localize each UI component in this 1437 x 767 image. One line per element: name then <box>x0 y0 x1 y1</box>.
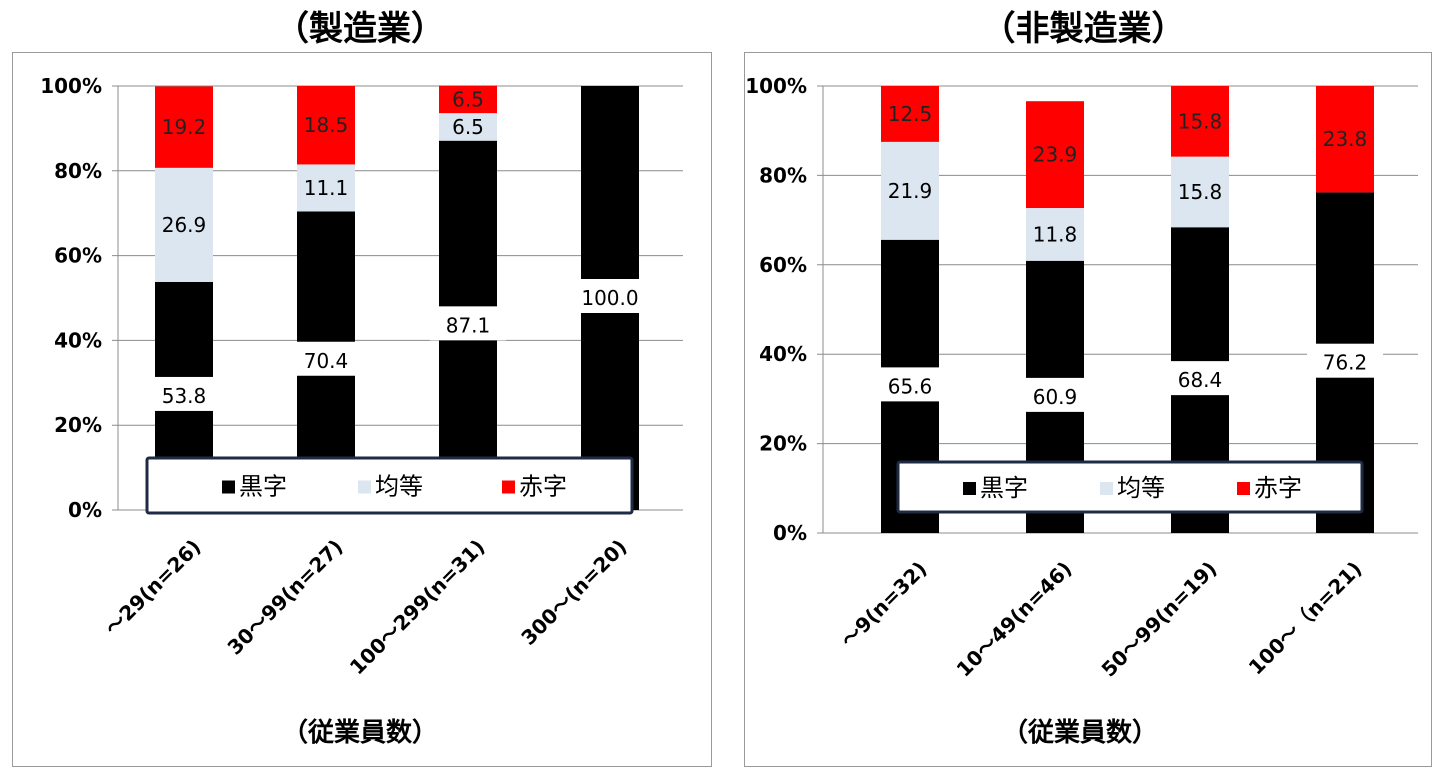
data-label: 15.8 <box>1178 109 1223 133</box>
bar-segment-red <box>1026 101 1084 209</box>
data-label: 100.0 <box>581 286 638 310</box>
legend-swatch-even <box>1100 482 1113 495</box>
data-label-background <box>1017 377 1093 412</box>
y-tick-label: 100% <box>745 74 807 98</box>
non-manufacturing-panel: （非製造業） 0% 20% 40% 60% 80% 100% 65.6 21.9 12.5 ～9(… <box>730 0 1437 767</box>
x-tick-label: 50～99(n=19) <box>1097 557 1222 682</box>
bar-segment-even <box>155 167 213 282</box>
non-manufacturing-chart: 0% 20% 40% 60% 80% 100% 65.6 21.9 12.5 ～9(n=32) 60… <box>745 74 1418 682</box>
x-tick-label: 300～(n=20) <box>516 535 631 650</box>
data-label: 19.2 <box>162 115 207 139</box>
manufacturing-chart: 0% 20% 40% 60% 80% 100% 53.8 26.9 19.2 ～29(n=26) 7… <box>40 74 683 680</box>
data-label: 87.1 <box>446 313 491 337</box>
data-label-background <box>146 376 222 411</box>
legend-swatch-black <box>222 480 235 494</box>
data-label-background <box>288 341 364 376</box>
bar-segment-even <box>1026 208 1084 261</box>
y-tick-label: 80% <box>759 163 807 187</box>
y-tick-label: 40% <box>759 342 807 366</box>
bar-segment-red <box>439 85 497 114</box>
legend-swatch-even <box>358 480 371 494</box>
data-label-background <box>430 306 506 341</box>
legend-swatch-red <box>1237 482 1250 495</box>
data-label: 68.4 <box>1178 368 1223 392</box>
bar-segment-red <box>1171 86 1229 157</box>
bar-segment-even <box>881 141 939 240</box>
legend-label: 均等 <box>1117 474 1165 502</box>
y-tick-label: 0% <box>773 521 807 545</box>
legend-label: 赤字 <box>519 473 567 501</box>
x-axis-title: （従業員数） <box>281 718 438 748</box>
legend-box <box>145 456 634 515</box>
data-label: 70.4 <box>304 349 349 373</box>
chart-title: （製造業） <box>275 9 445 49</box>
y-tick-label: 100% <box>40 74 102 98</box>
y-tick-label: 0% <box>68 498 102 522</box>
x-tick-label: 10～49(n=46) <box>952 557 1077 682</box>
data-label: 23.8 <box>1323 127 1368 151</box>
y-tick-label: 20% <box>759 432 807 456</box>
data-label: 6.5 <box>452 87 484 111</box>
legend-label: 黒字 <box>980 474 1028 502</box>
bar-segment-red <box>1316 86 1374 193</box>
bar-segment-red <box>881 86 939 142</box>
x-tick-label: ～29(n=26) <box>100 535 205 640</box>
data-label: 15.8 <box>1178 180 1223 204</box>
data-label: 76.2 <box>1323 351 1368 375</box>
data-label-background <box>1162 361 1238 396</box>
legend-box <box>896 460 1364 514</box>
data-label: 65.6 <box>888 374 933 398</box>
bar-segment-even <box>297 164 355 212</box>
data-label-background <box>872 367 948 402</box>
data-label: 53.8 <box>162 384 207 408</box>
x-tick-label: ～9(n=32) <box>836 557 931 652</box>
data-label: 23.9 <box>1033 143 1078 167</box>
data-label: 21.9 <box>888 179 933 203</box>
bar-segment-even <box>1171 156 1229 228</box>
x-tick-label: 100～299(n=31) <box>345 535 490 680</box>
data-label: 12.5 <box>888 102 933 126</box>
data-label: 60.9 <box>1033 385 1078 409</box>
data-label-background <box>1307 343 1383 378</box>
y-tick-label: 40% <box>54 328 102 352</box>
bar-segment-red <box>297 86 355 165</box>
data-label: 26.9 <box>162 213 207 237</box>
legend-label: 均等 <box>375 473 423 501</box>
x-tick-label: 30～99(n=27) <box>223 535 348 660</box>
x-axis-title: （従業員数） <box>1001 718 1158 748</box>
x-tick-label: 100～（n=21) <box>1244 557 1367 680</box>
legend-label: 赤字 <box>1254 474 1302 502</box>
data-label: 11.8 <box>1033 222 1078 246</box>
y-tick-label: 80% <box>54 159 102 183</box>
legend-swatch-red <box>502 480 515 494</box>
legend-swatch-black <box>963 482 976 495</box>
data-label-background <box>572 279 648 313</box>
data-label: 18.5 <box>304 113 349 137</box>
y-tick-label: 60% <box>54 244 102 268</box>
y-tick-label: 20% <box>54 413 102 437</box>
bar-segment-even <box>439 113 497 141</box>
y-tick-label: 60% <box>759 253 807 277</box>
manufacturing-panel: （製造業） 0% 20% 40% 60% 80% 100% 53.8 26.9 19.2 ～29(… <box>12 9 712 767</box>
data-label: 6.5 <box>452 115 484 139</box>
data-label: 11.1 <box>304 176 349 200</box>
chart-title: （非製造業） <box>981 9 1186 49</box>
legend-label: 黒字 <box>239 473 287 501</box>
bar-segment-red <box>155 86 213 168</box>
